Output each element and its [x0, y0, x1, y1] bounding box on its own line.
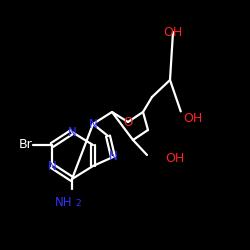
Text: O: O [124, 116, 132, 128]
Text: OH: OH [165, 152, 184, 164]
Text: Br: Br [19, 138, 33, 151]
Text: N: N [68, 126, 76, 138]
Text: N: N [48, 160, 56, 172]
Text: NH: NH [54, 196, 72, 208]
Text: 2: 2 [75, 200, 80, 208]
Text: OH: OH [183, 112, 202, 124]
Text: N: N [108, 150, 118, 164]
Text: OH: OH [164, 26, 182, 38]
Text: N: N [88, 118, 98, 130]
